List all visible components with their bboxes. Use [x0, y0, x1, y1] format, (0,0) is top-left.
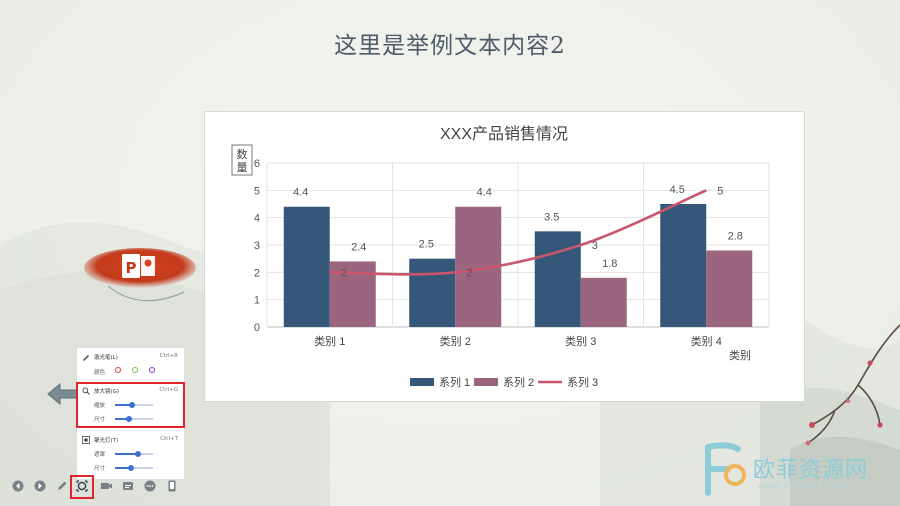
magnifier-shortcut: Ctrl+G — [159, 387, 178, 393]
bar-data-label: 4.4 — [477, 187, 492, 199]
y-axis-label-box — [231, 144, 253, 176]
spotlight-mask-slider[interactable] — [115, 451, 153, 457]
legend-label-1: 系列 1 — [439, 375, 470, 389]
line-data-label: 3 — [592, 240, 598, 252]
plum-blossom-decoration — [805, 324, 900, 446]
spotlight-label: 聚光灯(T) — [94, 438, 119, 444]
pen-icon[interactable] — [54, 478, 70, 494]
spotlight-shortcut: Ctrl+T — [160, 436, 178, 442]
bar-data-label: 2.8 — [728, 230, 743, 242]
magnifier-highlight-box — [76, 382, 185, 428]
x-tick-label: 类别 1 — [314, 334, 345, 348]
svg-text:P: P — [126, 259, 137, 277]
watermark-text: 欧菲资源网 — [753, 458, 869, 483]
legend-swatch-2 — [474, 378, 498, 386]
magnifier-button-highlight-box — [70, 475, 94, 499]
bar-1 — [283, 206, 330, 327]
x-tick-label: 类别 3 — [565, 334, 596, 348]
previous-icon[interactable] — [10, 478, 26, 494]
bar-1 — [409, 258, 456, 327]
bar-2 — [706, 250, 753, 327]
spotlight-icon — [82, 436, 90, 444]
magnifier-size-slider[interactable] — [115, 416, 153, 422]
bar-data-label: 2.4 — [351, 241, 366, 253]
legend-label-3: 系列 3 — [567, 375, 598, 389]
laser-pen-icon — [83, 355, 89, 361]
line-data-label: 2 — [466, 267, 472, 279]
watermark-url: www.office26.com — [758, 481, 848, 490]
laser-color-green[interactable] — [132, 367, 138, 373]
series-3-line — [329, 189, 707, 276]
legend-swatch-1 — [410, 378, 434, 386]
x-tick-label: 类别 2 — [440, 334, 471, 348]
magnifier-tool-icon[interactable] — [74, 478, 90, 494]
bar-data-label: 4.5 — [670, 184, 685, 196]
y-tick-label: 4 — [254, 213, 260, 225]
more-icon[interactable] — [142, 478, 158, 494]
slide-title: 这里是举例文本内容2 — [334, 33, 566, 59]
y-tick-label: 2 — [254, 267, 260, 279]
legend-label-2: 系列 2 — [503, 375, 534, 389]
spotlight-mask-label: 遮罩 — [94, 452, 106, 458]
bar-data-label: 2.5 — [419, 239, 434, 251]
y-axis-label-char: 数 — [237, 148, 248, 161]
site-watermark: 欧菲资源网 www.office26.com — [698, 441, 898, 501]
y-tick-label: 6 — [254, 158, 260, 170]
laser-color-label: 颜色 — [94, 370, 106, 376]
laser-color-red[interactable] — [115, 367, 121, 373]
spotlight-size-slider[interactable] — [115, 465, 153, 471]
bar-data-label: 4.4 — [293, 187, 308, 199]
next-icon[interactable] — [32, 478, 48, 494]
laser-label: 激光笔(L) — [94, 355, 118, 361]
bar-data-label: 1.8 — [602, 258, 617, 270]
magnifier-icon — [82, 387, 90, 395]
laser-shortcut: Ctrl+R — [159, 353, 178, 359]
magnifier-zoom-label: 缩放 — [94, 403, 106, 409]
magnifier-size-label: 尺寸 — [94, 417, 106, 423]
line-data-label: 5 — [717, 185, 723, 197]
chart-title: XXX产品销售情况 — [440, 125, 568, 143]
powerpoint-logo-icon: P — [84, 248, 196, 302]
y-tick-label: 0 — [254, 322, 260, 334]
back-arrow-icon[interactable] — [46, 382, 80, 406]
watermark-logo-icon — [705, 442, 746, 496]
spotlight-size-label: 尺寸 — [94, 466, 106, 472]
bar-2 — [580, 277, 627, 327]
line-data-label: 2 — [341, 267, 347, 279]
device-icon[interactable] — [164, 478, 180, 494]
chart-card: XXX产品销售情况数量 0 1 2 3 4 5 6 4.4 2.4 类别 1 2.5 4.4 类别 2 3.… — [204, 111, 805, 402]
bottom-toolbar — [8, 478, 188, 496]
y-tick-label: 1 — [254, 295, 260, 307]
y-tick-label: 3 — [254, 240, 260, 252]
magnifier-zoom-slider[interactable] — [115, 402, 153, 408]
presenter-tool-panel: 激光笔(L) Ctrl+R 颜色 放大镜(G) Ctrl+G 缩放 尺寸 聚光灯… — [76, 347, 185, 480]
y-axis-label-char: 量 — [237, 161, 248, 174]
subtitle-icon[interactable] — [120, 478, 136, 494]
bar-1 — [660, 204, 707, 327]
bar-data-label: 3.5 — [544, 211, 559, 223]
laser-color-purple[interactable] — [149, 367, 155, 373]
y-tick-label: 5 — [254, 185, 260, 197]
bar-1 — [534, 231, 581, 327]
x-axis-label: 类别 — [729, 348, 751, 362]
magnifier-label: 放大镜(G) — [94, 389, 120, 395]
camera-icon[interactable] — [98, 478, 114, 494]
x-tick-label: 类别 4 — [691, 334, 722, 348]
